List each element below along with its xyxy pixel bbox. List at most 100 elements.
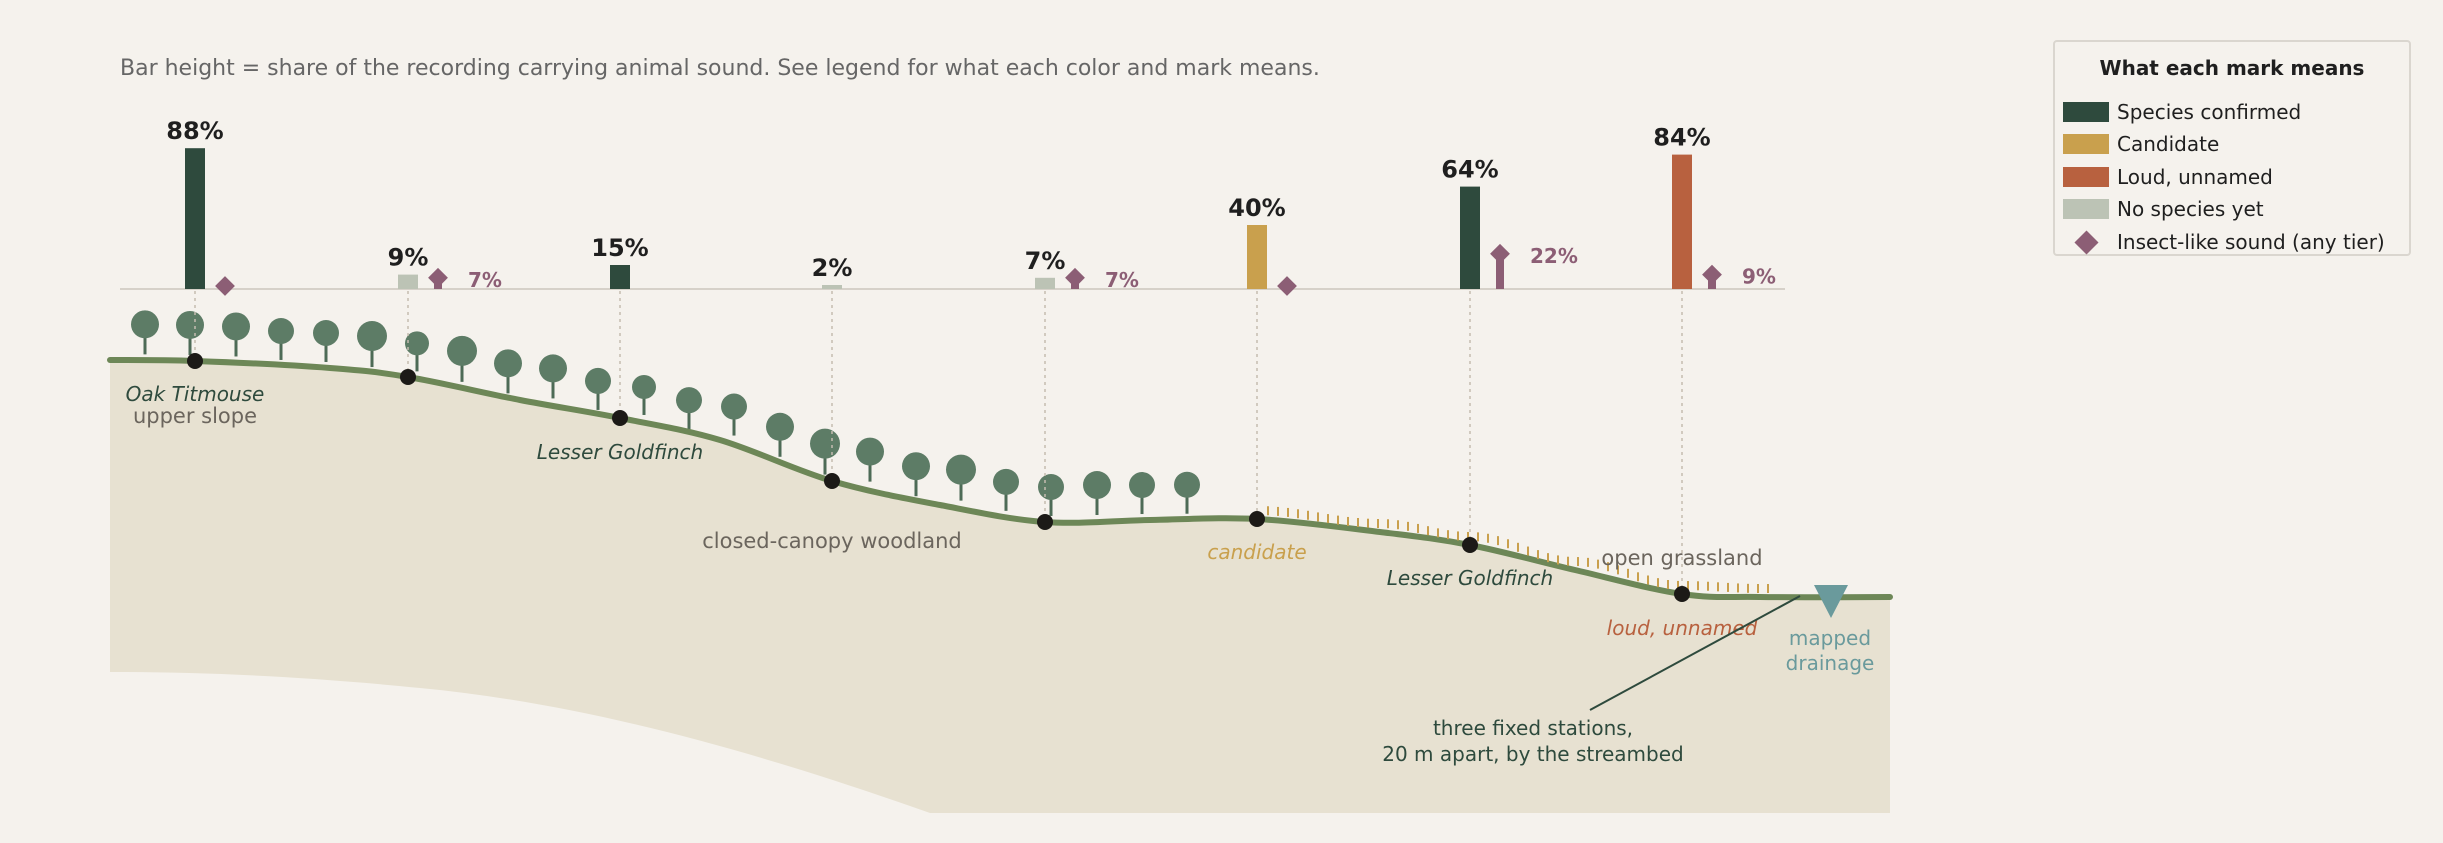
tree-icon — [1129, 472, 1155, 499]
legend-label: Candidate — [2117, 132, 2220, 156]
tree-icon — [902, 452, 930, 481]
insect-diamond-icon — [1702, 264, 1722, 285]
bar — [1460, 186, 1480, 289]
station-dot — [187, 353, 203, 369]
bar-value-label: 7% — [1025, 247, 1066, 275]
legend: What each mark means Species confirmed C… — [2053, 40, 2411, 256]
bar — [1672, 154, 1692, 289]
drainage-label-line2: drainage — [1786, 651, 1875, 675]
tree-icon — [810, 428, 840, 459]
tree-icon — [585, 367, 611, 394]
woodland-trees — [131, 310, 1200, 516]
legend-label: No species yet — [2117, 197, 2264, 221]
grassland-ticks — [1267, 506, 1769, 593]
insect-value-label: 7% — [1105, 268, 1139, 292]
annotation-leader — [1589, 595, 1801, 711]
bar — [822, 285, 842, 289]
habitat-label: closed-canopy woodland — [702, 529, 962, 553]
tree-icon — [993, 468, 1019, 495]
insect-diamond-icon — [2063, 229, 2109, 255]
station-dot — [612, 410, 628, 426]
drainage-label-line1: mapped — [1789, 626, 1871, 650]
station-dot — [1674, 586, 1690, 602]
station-dot — [1037, 514, 1053, 530]
bar-value-label: 84% — [1653, 124, 1710, 152]
tree-icon — [766, 412, 794, 441]
insect-diamond-icon — [1490, 243, 1510, 264]
bar-value-label: 40% — [1228, 194, 1285, 222]
station-species-label: Lesser Goldfinch — [1387, 566, 1553, 590]
tree-icon — [357, 321, 387, 352]
tree-icon — [856, 437, 884, 466]
insect-markers: 7% 7% 22% 9% — [215, 244, 1776, 296]
insect-value-label: 7% — [468, 268, 502, 292]
tree-icon — [676, 387, 702, 414]
insect-value-label: 9% — [1742, 265, 1776, 289]
tree-icon — [176, 310, 204, 339]
habitat-label: open grassland — [1601, 546, 1762, 570]
tree-icon — [539, 354, 567, 383]
insect-diamond-icon — [1277, 276, 1297, 296]
drainage-icon — [1814, 585, 1848, 618]
bar-value-label: 88% — [166, 117, 223, 145]
bar — [1247, 225, 1267, 289]
legend-swatch-no-species — [2063, 199, 2109, 219]
station-species-label: Oak Titmouse — [126, 382, 265, 406]
station-guide-lines — [194, 291, 1683, 594]
bar-value-label: 9% — [388, 244, 429, 272]
tree-icon — [1083, 471, 1111, 500]
tree-icon — [946, 454, 976, 485]
legend-item-insect: Insect-like sound (any tier) — [2063, 229, 2385, 255]
bar-value-label: 64% — [1441, 156, 1498, 184]
station-dot — [1462, 537, 1478, 553]
bar — [1035, 277, 1055, 289]
station-dot — [824, 473, 840, 489]
insect-stem — [1496, 253, 1504, 289]
legend-title: What each mark means — [2099, 56, 2365, 80]
insect-value-label: 22% — [1530, 244, 1578, 268]
legend-swatch-confirmed — [2063, 102, 2109, 122]
tree-icon — [632, 374, 656, 399]
bar-series: 88% 9% 15% 2% 7% 40% 64% 84% — [166, 117, 1711, 289]
hillside-fill — [110, 360, 1890, 813]
legend-swatch-candidate — [2063, 134, 2109, 154]
tree-icon — [222, 312, 250, 341]
tree-icon — [313, 319, 339, 346]
bar — [398, 274, 418, 289]
legend-label: Species confirmed — [2117, 100, 2302, 124]
station-species-label: candidate — [1207, 540, 1306, 564]
station-dot — [1249, 511, 1265, 527]
station-species-label: Lesser Goldfinch — [537, 440, 703, 464]
insect-diamond-icon — [428, 267, 448, 288]
legend-label: Loud, unnamed — [2117, 165, 2273, 189]
legend-swatch-loud-unnamed — [2063, 167, 2109, 187]
legend-item-no-species: No species yet — [2063, 196, 2264, 222]
habitat-label: upper slope — [133, 404, 257, 428]
tree-icon — [494, 349, 522, 378]
station-dots — [187, 353, 1690, 602]
legend-item-candidate: Candidate — [2063, 131, 2219, 157]
bar-value-label: 2% — [812, 254, 853, 282]
insect-diamond-icon — [215, 276, 235, 296]
station-dot — [400, 369, 416, 385]
tree-icon — [131, 310, 159, 339]
tree-icon — [721, 393, 747, 420]
bar — [610, 265, 630, 289]
legend-item-loud-unnamed: Loud, unnamed — [2063, 164, 2273, 190]
legend-item-confirmed: Species confirmed — [2063, 99, 2301, 125]
tree-icon — [405, 331, 429, 356]
tree-icon — [447, 335, 477, 366]
tree-icon — [1038, 473, 1064, 500]
insect-diamond-icon — [1065, 267, 1085, 288]
tree-icon — [1174, 471, 1200, 498]
bar-value-label: 15% — [591, 234, 648, 262]
annotation-line1: three fixed stations, — [1433, 716, 1633, 740]
station-species-label: loud, unnamed — [1607, 616, 1758, 640]
annotation-line2: 20 m apart, by the streambed — [1382, 742, 1683, 766]
bar — [185, 148, 205, 289]
legend-label: Insect-like sound (any tier) — [2117, 230, 2385, 254]
tree-icon — [268, 317, 294, 344]
